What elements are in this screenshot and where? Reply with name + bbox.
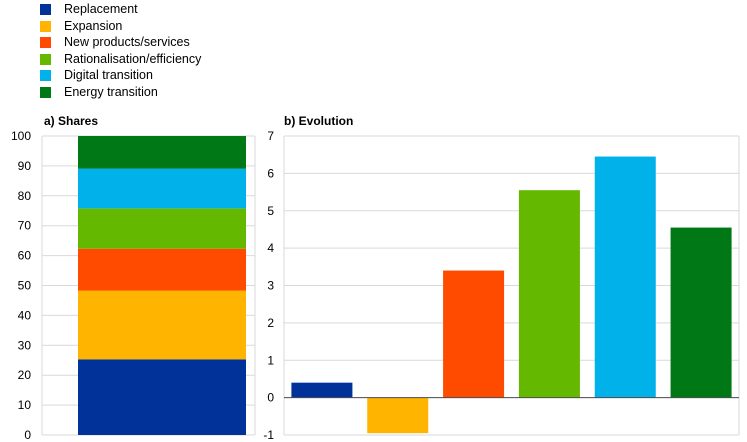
chart-a-ytick-label: 0: [24, 428, 31, 442]
legend-swatch: [40, 86, 51, 98]
chart-a-ytick-label: 40: [18, 308, 32, 322]
chart-a-ytick-label: 60: [18, 249, 32, 263]
chart-b-ytick-label: 1: [267, 353, 274, 367]
chart-b-ytick-label: 4: [267, 241, 274, 255]
chart-a-bar-segment: [78, 248, 246, 291]
chart-b-ytick-label: 5: [267, 204, 274, 218]
chart-a-ytick-label: 30: [18, 338, 32, 352]
chart-a-ytick-label: 100: [11, 129, 31, 143]
chart-b-ytick-label: 7: [267, 129, 274, 143]
chart-a-ytick-label: 20: [18, 368, 32, 382]
chart-b-bar: [291, 382, 353, 398]
chart-b-bar: [594, 156, 656, 398]
chart-a-title: a) Shares: [44, 114, 99, 128]
chart-b-ytick-label: 6: [267, 166, 274, 180]
legend-label: Replacement: [64, 2, 138, 16]
chart-a-ytick-label: 50: [18, 279, 32, 293]
chart-a-bar-segment: [78, 208, 246, 249]
chart-b-ytick-label: 2: [267, 316, 274, 330]
chart-a-ytick-label: 70: [18, 219, 32, 233]
legend-swatch: [40, 53, 51, 65]
legend-swatch: [40, 37, 51, 49]
legend-label: New products/services: [64, 35, 190, 50]
chart-a-ytick-label: 80: [18, 189, 32, 203]
chart-a-bar-segment: [78, 168, 246, 209]
chart-b-ytick-label: 3: [267, 279, 274, 293]
chart-a-bar-segment: [78, 359, 246, 435]
chart-a-bar-segment: [78, 136, 246, 169]
chart-b-ytick-label: 0: [267, 391, 274, 405]
legend-swatch: [40, 70, 51, 82]
chart-b-ytick-label: -1: [263, 428, 274, 442]
legend-label: Rationalisation/efficiency: [64, 51, 202, 66]
legend-label: Expansion: [64, 18, 123, 33]
chart-b-bar: [518, 190, 580, 398]
chart-b-bar: [670, 227, 732, 398]
chart-a-bar-segment: [78, 290, 246, 360]
chart-b-bar: [367, 397, 429, 434]
legend-label: Digital transition: [64, 68, 153, 83]
chart-a-ytick-label: 10: [18, 398, 32, 412]
legend-swatch: [40, 4, 51, 15]
chart-b-title: b) Evolution: [284, 114, 354, 128]
chart-b-bar: [443, 270, 505, 398]
legend-label: Energy transition: [64, 84, 158, 99]
chart-a-ytick-label: 90: [18, 159, 32, 173]
legend-swatch: [40, 20, 51, 32]
